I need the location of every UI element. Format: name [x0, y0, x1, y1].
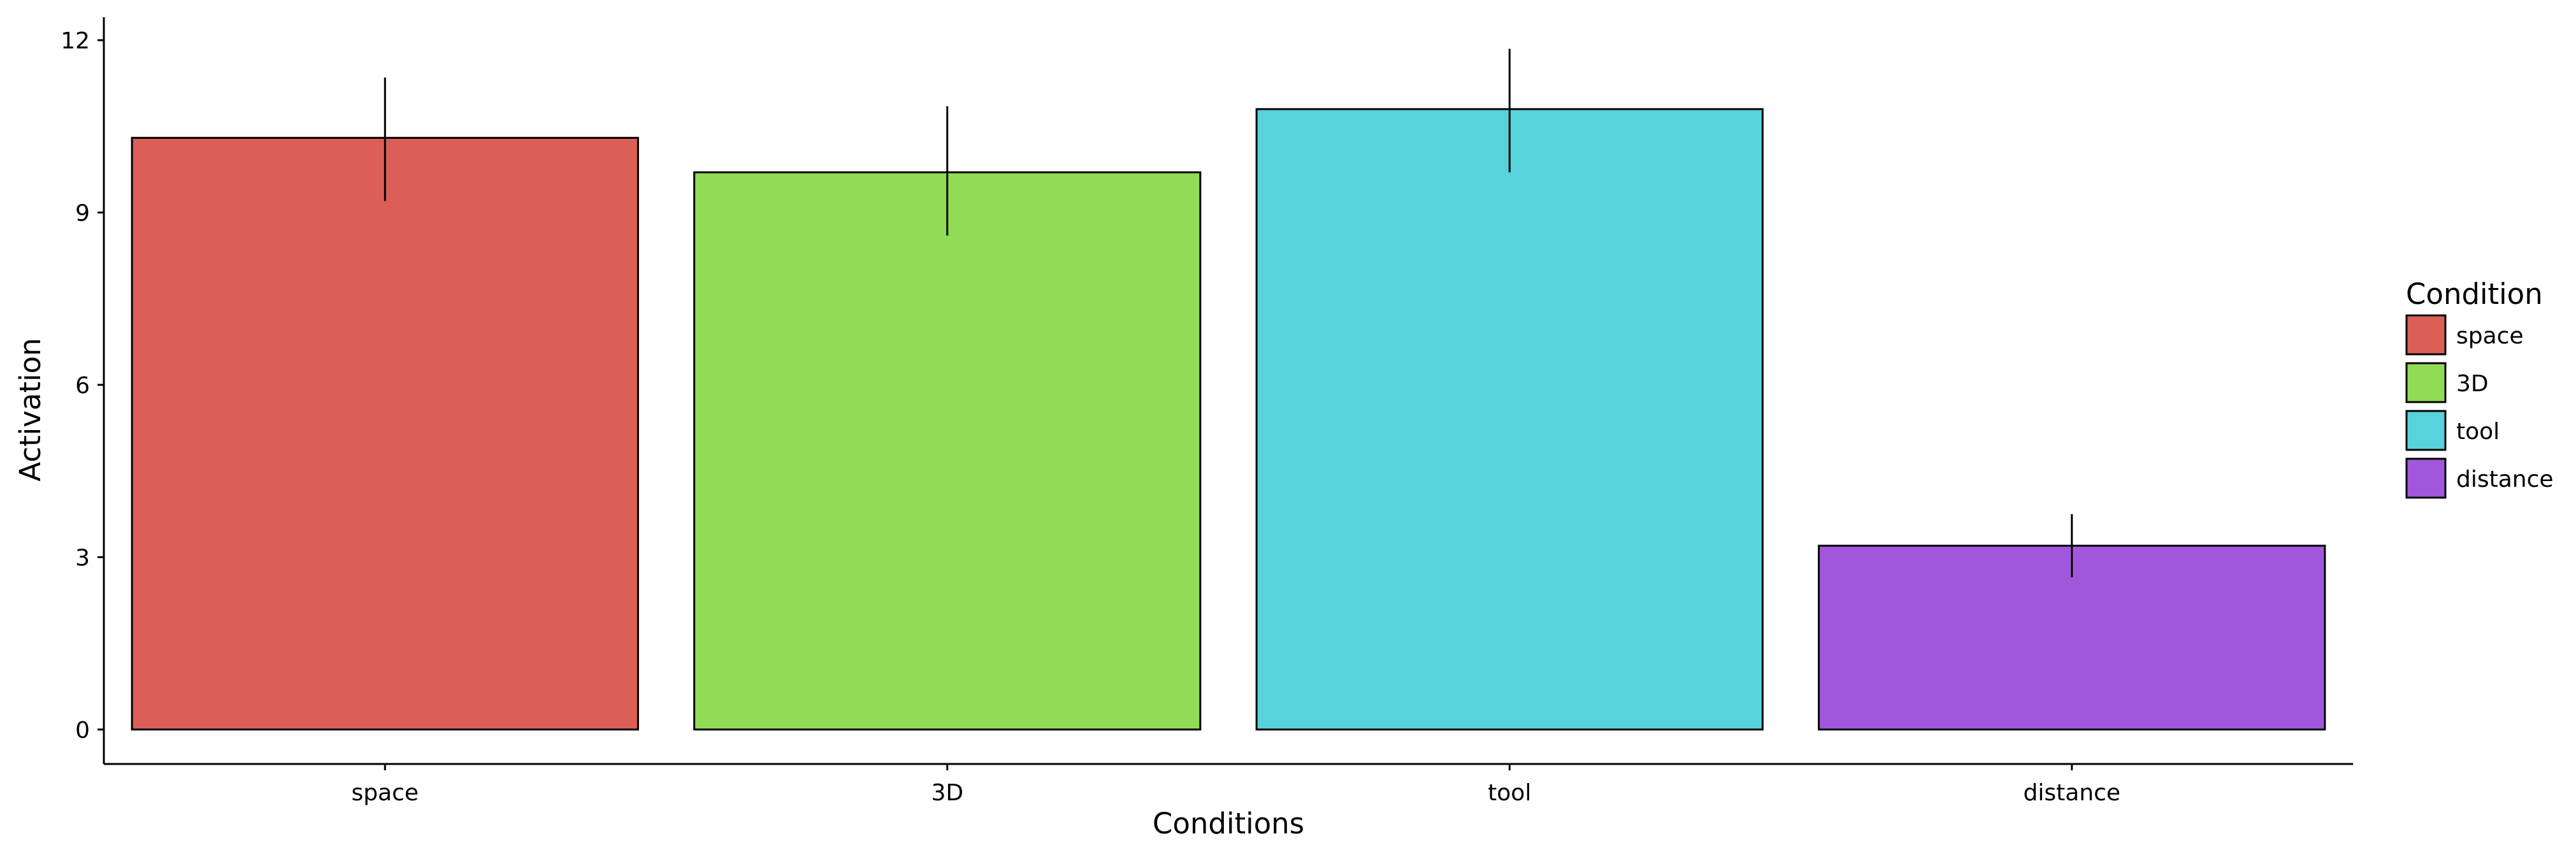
y-tick-label: 0: [75, 717, 90, 744]
legend-label-space: space: [2456, 323, 2524, 349]
x-axis-title: Conditions: [1153, 807, 1304, 840]
y-tick-label: 12: [61, 28, 90, 54]
legend-swatch-3d: [2405, 362, 2447, 403]
x-tick-label: space: [351, 780, 419, 806]
x-tick-label: tool: [1488, 780, 1531, 806]
legend: Condition space 3D tool distance: [2405, 277, 2554, 499]
legend-label-tool: tool: [2456, 419, 2500, 445]
bars-layer: [131, 108, 2326, 731]
y-axis-title: Activation: [13, 338, 47, 481]
x-tick-label: 3D: [931, 780, 963, 806]
y-tick-label: 6: [75, 373, 90, 399]
legend-swatch-tool: [2405, 410, 2447, 451]
error-bars-layer: [384, 48, 2073, 577]
legend-title: Condition: [2406, 277, 2543, 311]
x-ticks-layer: space 3D tool distance: [351, 764, 2120, 806]
y-tick-label: 3: [75, 545, 90, 571]
legend-label-3d: 3D: [2456, 371, 2489, 397]
y-ticks-layer: 0 3 6 9 12: [61, 28, 104, 744]
legend-label-distance: distance: [2456, 466, 2554, 493]
legend-swatch-distance: [2405, 457, 2447, 499]
bar-3d: [693, 171, 1202, 731]
y-tick-label: 9: [75, 201, 90, 227]
bar-tool: [1255, 108, 1764, 731]
bar-space: [131, 136, 639, 731]
x-tick-label: distance: [2023, 780, 2120, 806]
legend-swatch-space: [2405, 314, 2447, 356]
